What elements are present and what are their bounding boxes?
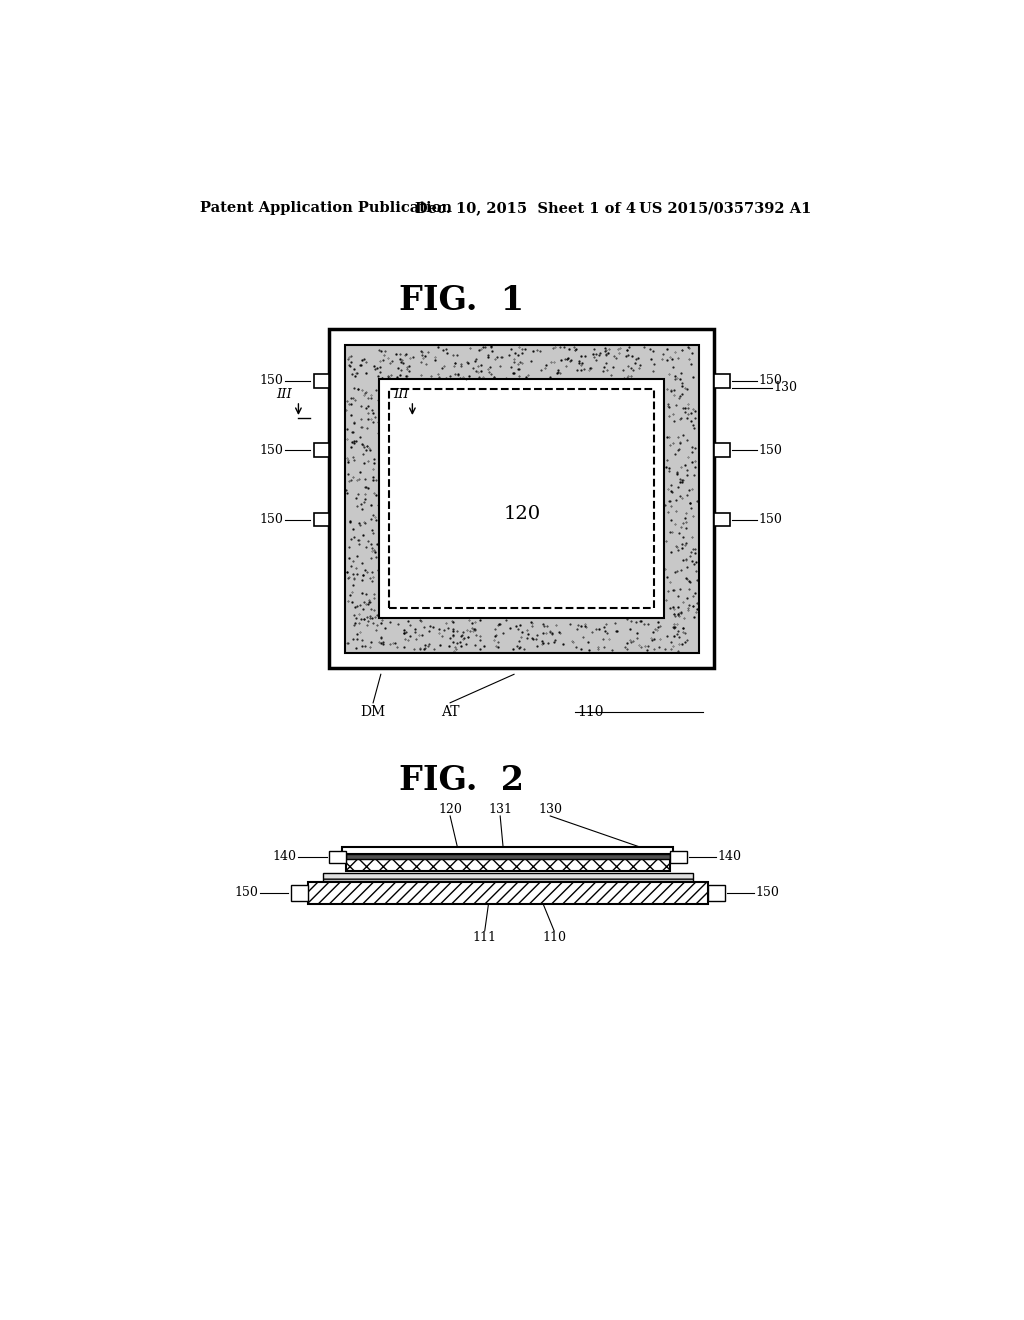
Bar bbox=[670, 850, 686, 863]
Bar bbox=[714, 512, 730, 527]
Bar bbox=[291, 886, 307, 900]
Text: DM: DM bbox=[360, 705, 386, 719]
Bar bbox=[708, 886, 725, 900]
Bar bbox=[330, 850, 346, 863]
Text: 120: 120 bbox=[438, 803, 462, 816]
Text: 150: 150 bbox=[234, 887, 258, 899]
Text: 150: 150 bbox=[259, 375, 283, 388]
Text: Patent Application Publication: Patent Application Publication bbox=[200, 202, 452, 215]
Text: 111: 111 bbox=[473, 931, 497, 944]
Bar bbox=[342, 847, 674, 854]
Bar bbox=[714, 444, 730, 457]
Text: 150: 150 bbox=[758, 375, 782, 388]
Bar bbox=[346, 859, 670, 871]
Text: 150: 150 bbox=[758, 513, 782, 527]
Text: 131: 131 bbox=[488, 803, 512, 816]
Bar bbox=[346, 854, 670, 859]
Text: 130: 130 bbox=[773, 381, 798, 395]
Text: 110: 110 bbox=[542, 931, 566, 944]
Bar bbox=[714, 374, 730, 388]
Text: III: III bbox=[276, 388, 292, 401]
Text: AT: AT bbox=[441, 705, 460, 719]
Bar bbox=[389, 389, 654, 609]
Text: US 2015/0357392 A1: US 2015/0357392 A1 bbox=[639, 202, 811, 215]
Text: 130: 130 bbox=[539, 803, 562, 816]
Text: 140: 140 bbox=[717, 850, 741, 863]
Bar bbox=[307, 882, 708, 904]
Bar bbox=[330, 330, 714, 668]
Bar bbox=[379, 379, 665, 618]
Text: 110: 110 bbox=[578, 705, 604, 719]
Text: 150: 150 bbox=[259, 444, 283, 457]
Text: 150: 150 bbox=[259, 513, 283, 527]
Text: FIG.  1: FIG. 1 bbox=[399, 284, 524, 317]
Bar bbox=[313, 512, 330, 527]
Bar bbox=[345, 345, 698, 653]
Text: III: III bbox=[393, 388, 410, 401]
Bar bbox=[323, 873, 692, 880]
Text: 150: 150 bbox=[758, 444, 782, 457]
Text: FIG.  2: FIG. 2 bbox=[399, 764, 524, 797]
Text: 120: 120 bbox=[503, 506, 541, 523]
Text: 150: 150 bbox=[756, 887, 779, 899]
Text: 140: 140 bbox=[272, 850, 297, 863]
Bar bbox=[313, 374, 330, 388]
Bar bbox=[313, 444, 330, 457]
Text: Dec. 10, 2015  Sheet 1 of 4: Dec. 10, 2015 Sheet 1 of 4 bbox=[416, 202, 637, 215]
